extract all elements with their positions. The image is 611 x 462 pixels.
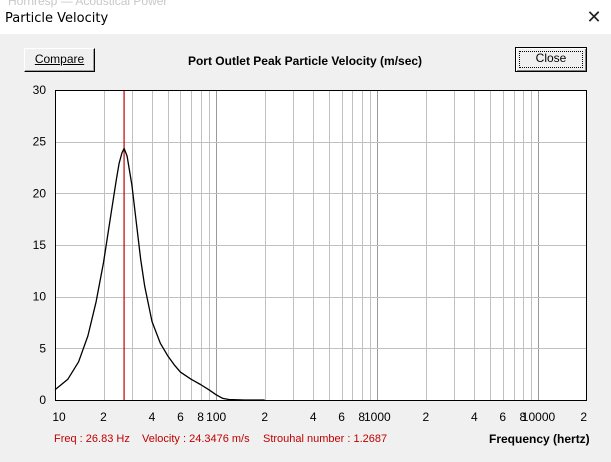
x-tick-label: 6	[499, 410, 506, 424]
x-tick-label: 2	[261, 410, 268, 424]
x-tick-label: 1000	[364, 410, 391, 424]
y-tick-label: 5	[39, 341, 46, 355]
compare-button[interactable]: Compare	[24, 48, 95, 72]
chart-title: Port Outlet Peak Particle Velocity (m/se…	[187, 54, 423, 68]
y-tick-label: 20	[33, 186, 47, 200]
plot-border	[55, 90, 587, 401]
velocity-curve	[54, 147, 265, 401]
close-icon[interactable]: ✕	[586, 7, 602, 27]
y-tick-label: 0	[39, 393, 46, 407]
x-tick-label: 4	[310, 410, 317, 424]
window-title: Particle Velocity	[5, 11, 109, 26]
x-tick-label: 8	[197, 410, 204, 424]
grid-lines	[55, 90, 587, 400]
x-axis-label: Frequency (hertz)	[489, 432, 590, 446]
x-tick-label: 6	[177, 410, 184, 424]
y-tick-label: 10	[33, 290, 47, 304]
status-strouhal: Strouhal number : 1.2687	[263, 433, 388, 445]
x-tick-label: 4	[471, 410, 478, 424]
x-tick-label: 2	[580, 410, 587, 424]
background-window-title: Hornresp — Acoustical Power	[8, 0, 168, 8]
y-tick-label: 25	[33, 135, 47, 149]
close-button-label: Close	[535, 51, 567, 65]
x-tick-label: 2	[100, 410, 107, 424]
x-tick-label: 2	[422, 410, 429, 424]
y-tick-label: 15	[33, 238, 47, 252]
y-tick-label: 30	[33, 83, 47, 97]
status-velocity: Velocity : 24.3476 m/s	[142, 433, 250, 445]
x-tick-label: 4	[149, 410, 156, 424]
x-tick-label: 100	[206, 410, 226, 424]
compare-button-label: Compare	[34, 52, 85, 66]
status-frequency: Freq : 26.83 Hz	[54, 433, 130, 445]
x-tick-label: 10000	[522, 410, 556, 424]
x-tick-label: 8	[520, 410, 527, 424]
title-bar: Hornresp — Acoustical Power Particle Vel…	[0, 0, 611, 35]
x-tick-label: 10	[52, 410, 66, 424]
x-tick-label: 6	[338, 410, 345, 424]
focus-rectangle	[519, 51, 583, 68]
close-button[interactable]: Close	[515, 47, 587, 72]
x-tick-label: 8	[358, 410, 365, 424]
